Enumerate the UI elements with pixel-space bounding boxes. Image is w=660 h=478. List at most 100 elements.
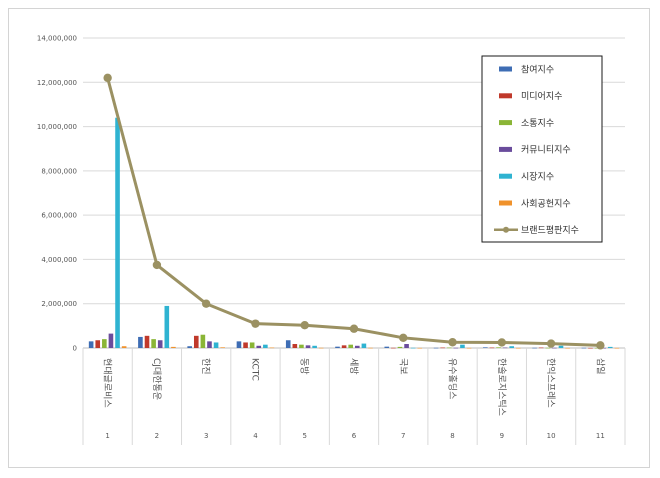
bar-소통지수 [102,339,107,348]
category-label: 한진 [200,358,211,375]
line-point [201,299,211,308]
bars [88,117,620,349]
bar-미디어지수 [144,335,150,348]
bar-시장지수 [263,344,268,348]
bar-커뮤니티지수 [305,345,311,348]
legend-swatch [499,93,512,99]
bar-소통지수 [348,344,353,348]
rank-label: 8 [450,432,454,440]
bar-소통지수 [496,347,501,348]
bar-소통지수 [151,339,156,348]
bar-미디어지수 [440,347,445,349]
bar-시장지수 [558,345,564,348]
bar-미디어지수 [489,347,495,349]
bar-소통지수 [446,347,452,349]
line-point [349,324,359,333]
bar-미디어지수 [391,347,396,349]
rank-label: 11 [596,432,605,440]
bar-커뮤니티지수 [404,344,409,348]
category-label: KCTC [249,358,259,381]
y-tick-label: 2,000,000 [41,300,77,308]
category-label: 현대글로비스 [102,358,113,408]
line-point [497,338,507,347]
rank-label: 6 [352,432,357,440]
bar-시장지수 [410,347,416,349]
bar-사회공헌지수 [466,347,472,349]
rank-label: 10 [547,432,556,440]
x-axis: 현대글로비스 1 CJ대한통운 2 한진 3 KCTC 4 동방 5 세방 6 국보 7 유수홀딩스 8 한솔로… [82,348,626,445]
legend-swatch [499,66,512,72]
bar-사회공헌지수 [121,346,127,348]
bar-사회공헌지수 [516,347,521,349]
category-label: 세방 [348,358,359,375]
line-point [103,73,112,83]
category-label: CJ대한통운 [151,358,162,400]
bar-소통지수 [594,347,600,349]
y-tick-label: 6,000,000 [41,212,77,220]
bar-사회공헌지수 [269,347,275,349]
legend-swatch-marker [503,226,509,233]
bar-미디어지수 [292,344,298,348]
legend-label: 브랜드평판지수 [521,225,579,236]
rank-label: 2 [155,432,159,440]
y-tick-label: 8,000,000 [41,167,77,175]
bar-커뮤니티지수 [108,333,114,348]
bar-사회공헌지수 [220,347,225,348]
bar-사회공헌지수 [318,347,324,349]
bar-사회공헌지수 [417,347,423,349]
bar-시장지수 [213,342,219,348]
rank-label: 5 [302,432,306,440]
bar-커뮤니티지수 [601,347,606,349]
legend-swatch [499,200,512,206]
bar-시장지수 [607,346,613,348]
y-tick-label: 0 [73,345,77,353]
rank-label: 9 [500,432,504,440]
bar-미디어지수 [193,335,199,348]
bar-미디어지수 [538,347,544,349]
legend-swatch [499,173,512,179]
legend-swatch [499,120,512,126]
bar-커뮤니티지수 [207,341,212,348]
bar-커뮤니티지수 [453,347,459,349]
legend-label: 커뮤니티지수 [521,145,571,156]
category-label: 한솔로지스틱스 [496,358,508,416]
line-point [546,339,556,348]
bar-참여지수 [384,346,390,348]
legend-label: 시장지수 [521,172,554,183]
rank-label: 4 [253,432,258,440]
bar-미디어지수 [243,342,248,348]
bar-커뮤니티지수 [355,345,360,348]
legend-swatch [499,146,512,152]
bar-소통지수 [249,342,255,348]
bar-참여지수 [483,347,488,348]
bar-소통지수 [299,344,304,348]
bar-시장지수 [312,345,317,348]
bar-시장지수 [361,343,367,348]
legend-label: 참여지수 [521,63,554,75]
bar-참여지수 [285,340,291,348]
legend-label: 사회공헌지수 [521,198,571,209]
bar-커뮤니티지수 [552,347,557,349]
bar-시장지수 [460,344,465,348]
legend-label: 소통지수 [521,118,554,129]
bar-참여지수 [187,346,192,348]
category-label: 삼일 [594,358,605,375]
bar-소통지수 [397,346,403,348]
category-label: 유수홀딩스 [447,358,459,399]
category-label: 국보 [397,358,408,375]
rank-label: 7 [401,432,405,440]
y-tick-label: 4,000,000 [41,256,77,264]
bar-참여지수 [581,347,587,349]
bar-소통지수 [545,347,551,349]
bar-참여지수 [88,341,94,348]
legend-label: 미디어지수 [521,91,562,102]
rank-label: 3 [204,432,208,440]
bar-커뮤니티지수 [157,340,163,348]
bar-시장지수 [509,346,515,348]
bar-참여지수 [138,336,143,348]
bar-참여지수 [433,347,439,349]
bar-소통지수 [200,334,206,348]
line-point [152,260,162,270]
rank-label: 1 [105,432,109,440]
